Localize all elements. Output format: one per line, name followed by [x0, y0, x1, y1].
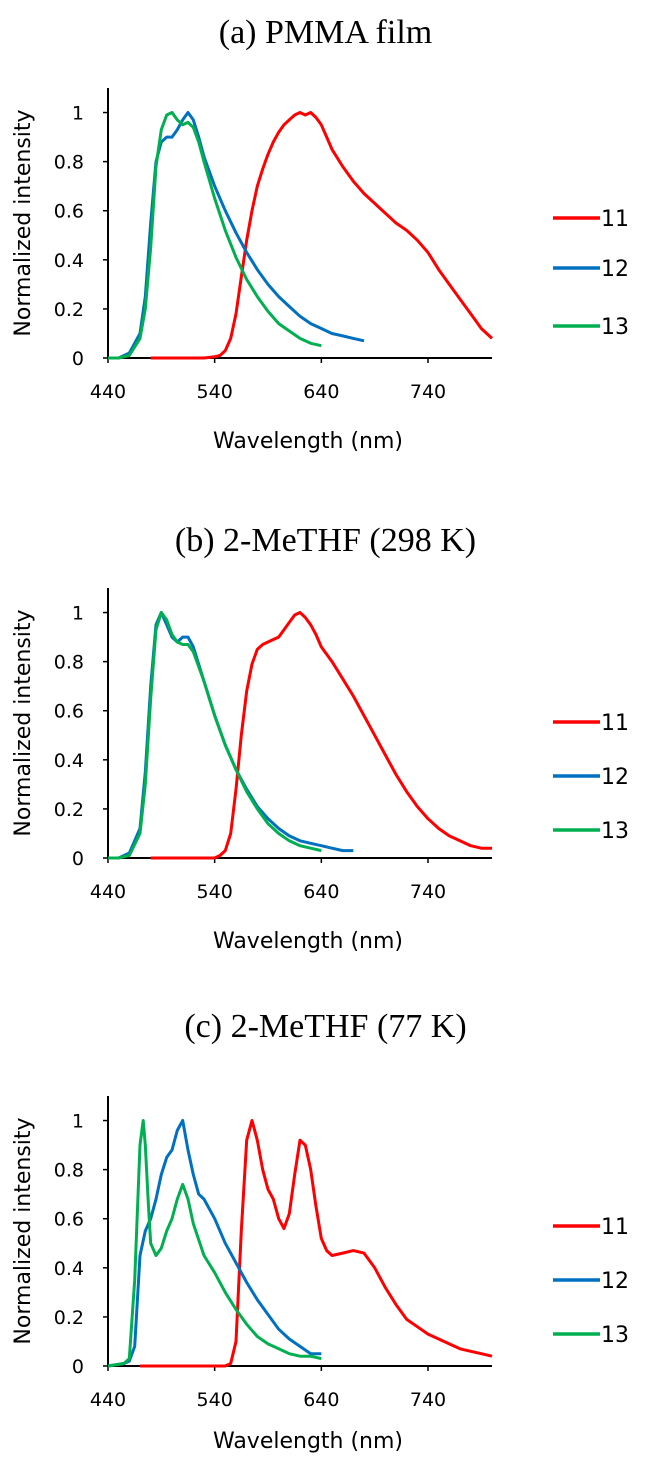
y-tick-label: 0.8: [54, 1160, 84, 1182]
y-tick-label: 0: [72, 848, 84, 870]
x-tick-label: 640: [303, 1389, 339, 1411]
x-axis-label: Wavelength (nm): [213, 929, 403, 954]
x-tick-label: 640: [303, 881, 339, 903]
x-axis-label: Wavelength (nm): [213, 1429, 403, 1454]
x-tick-label: 740: [410, 881, 446, 903]
x-tick-label: 540: [197, 381, 233, 403]
chart-title: (b) 2-MeTHF (298 K): [174, 522, 477, 559]
legend-label-11: 11: [601, 207, 629, 232]
x-tick-label: 440: [90, 1389, 126, 1411]
series-line-11: [140, 1119, 493, 1368]
x-tick-label: 540: [197, 881, 233, 903]
y-tick-label: 1: [72, 1111, 84, 1133]
legend-label-13: 13: [601, 315, 629, 340]
y-tick-label: 0.8: [54, 652, 84, 674]
y-tick-label: 1: [72, 103, 84, 125]
x-tick-label: 740: [410, 381, 446, 403]
series-line-12: [108, 111, 365, 360]
series-line-13: [108, 111, 322, 360]
y-tick-label: 0: [72, 1356, 84, 1378]
legend-label-12: 12: [601, 1269, 629, 1294]
y-tick-label: 0.4: [54, 1258, 84, 1280]
chart-b: 0 0.2 0.4 0.6 0.8 1 440 540 640 740 Wavelength (nm…: [11, 588, 629, 954]
y-tick-label: 0.2: [54, 1307, 84, 1329]
y-tick-label: 1: [72, 603, 84, 625]
chart-panel-b: (b) 2-MeTHF (298 K) 0 0.2 0.4 0.6 0.8 1 440 540…: [0, 486, 651, 972]
series-line-12: [107, 1119, 322, 1368]
y-axis-label: Normalized intensity: [11, 609, 36, 836]
x-axis-label: Wavelength (nm): [213, 429, 403, 454]
chart-title: (c) 2-MeTHF (77 K): [184, 1008, 467, 1045]
y-tick-label: 0.6: [54, 1209, 84, 1231]
chart-c: 0 0.2 0.4 0.6 0.8 1 440 540 640 740 Wavelength (nm…: [11, 1096, 629, 1454]
x-tick-label: 440: [90, 381, 126, 403]
x-tick-label: 540: [197, 1389, 233, 1411]
series-line-11: [150, 611, 492, 860]
y-tick-label: 0.6: [54, 201, 84, 223]
y-tick-label: 0.2: [54, 299, 84, 321]
chart-panel-c: (c) 2-MeTHF (77 K) 0 0.2 0.4 0.6 0.8 1 440 540 6…: [0, 972, 651, 1458]
x-tick-label: 740: [410, 1389, 446, 1411]
legend-label-12: 12: [601, 257, 629, 282]
chart-title: (a) PMMA film: [218, 14, 433, 51]
y-tick-label: 0.6: [54, 701, 84, 723]
x-tick-label: 640: [303, 381, 339, 403]
series-line-13: [107, 1119, 322, 1368]
series-line-11: [150, 111, 494, 360]
y-tick-label: 0.8: [54, 152, 84, 174]
chart-panel-a: (a) PMMA film 0 0.2 0.4 0.6 0.8 1 440 540 640 740…: [0, 0, 651, 486]
y-tick-label: 0.4: [54, 250, 84, 272]
chart-a: 0 0.2 0.4 0.6 0.8 1 440 540 640 740 Wavelength (nm…: [11, 88, 629, 454]
x-tick-label: 440: [90, 881, 126, 903]
legend-label-11: 11: [601, 1215, 629, 1240]
y-axis-label: Normalized intensity: [11, 109, 36, 336]
legend-label-13: 13: [601, 1323, 629, 1348]
legend-label-11: 11: [601, 711, 629, 736]
legend-label-13: 13: [601, 819, 629, 844]
y-tick-label: 0: [72, 348, 84, 370]
y-axis-label: Normalized intensity: [11, 1117, 36, 1344]
series-line-13: [108, 611, 322, 860]
y-tick-label: 0.2: [54, 799, 84, 821]
legend-label-12: 12: [601, 765, 629, 790]
series-line-12: [108, 611, 354, 860]
y-tick-label: 0.4: [54, 750, 84, 772]
